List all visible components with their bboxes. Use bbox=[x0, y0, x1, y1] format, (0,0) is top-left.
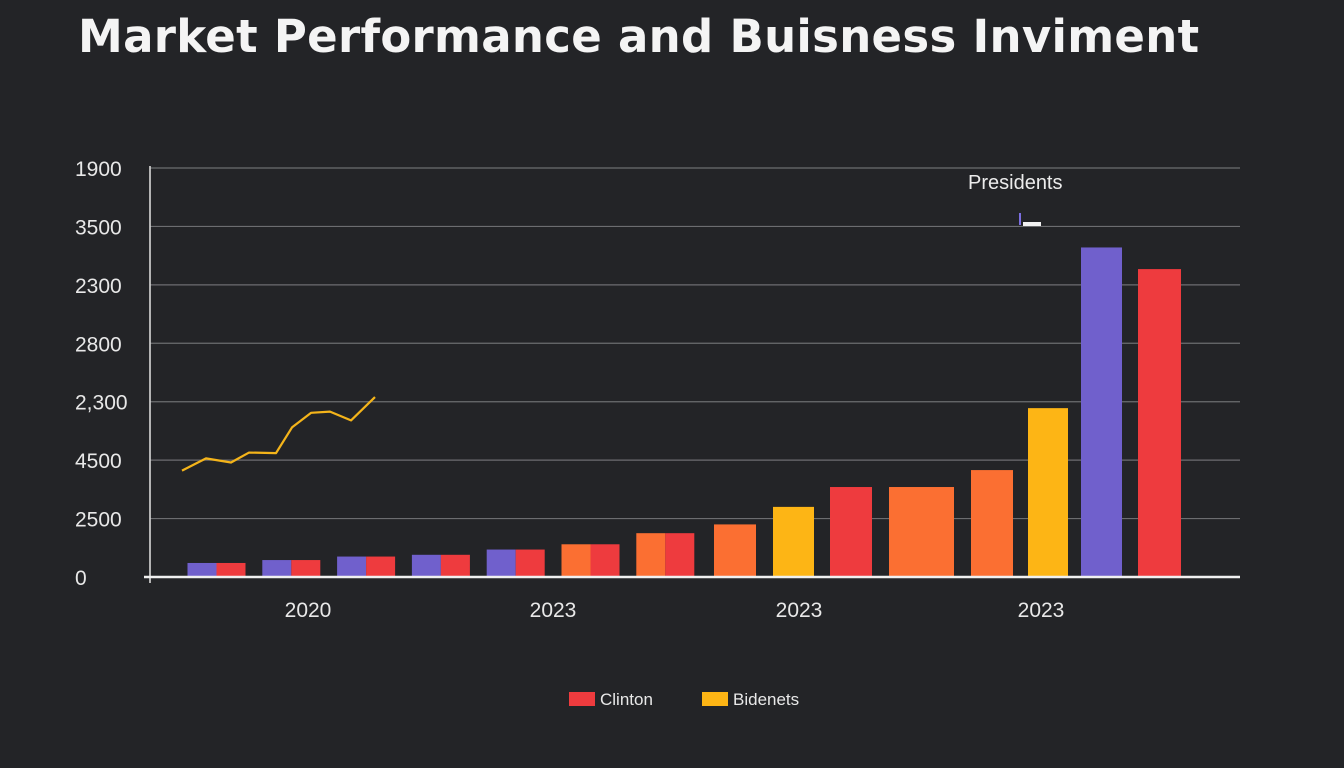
y-tick-label: 2,300 bbox=[75, 392, 128, 415]
bar bbox=[1028, 408, 1068, 577]
x-tick-label: 2023 bbox=[776, 599, 823, 622]
bar bbox=[590, 544, 620, 577]
bar bbox=[1138, 269, 1181, 577]
bar bbox=[291, 560, 321, 577]
x-tick-label: 2020 bbox=[285, 599, 332, 622]
legend-label-clinton: Clinton bbox=[600, 690, 653, 709]
bar bbox=[665, 533, 695, 577]
bar bbox=[714, 524, 756, 577]
bar bbox=[411, 554, 441, 577]
bar bbox=[486, 549, 516, 577]
bar bbox=[889, 487, 954, 577]
y-tick-label: 4500 bbox=[75, 450, 122, 473]
bar bbox=[440, 554, 470, 577]
chart-title: Market Performance and Buisness Inviment bbox=[78, 10, 1200, 63]
bar bbox=[366, 556, 396, 577]
bar bbox=[1081, 247, 1122, 577]
legend-swatch-clinton bbox=[569, 692, 595, 706]
y-tick-label: 3500 bbox=[75, 216, 122, 239]
bar bbox=[971, 470, 1013, 577]
legend-swatch-bidenets bbox=[702, 692, 728, 706]
bar bbox=[515, 549, 545, 577]
y-tick-label: 2500 bbox=[75, 509, 122, 532]
legend-item-bidenets[interactable]: Bidenets bbox=[702, 690, 799, 709]
x-axis-tick-labels: 2020 2023 2023 2023 bbox=[285, 599, 1065, 622]
annotation-label: Presidents bbox=[968, 172, 1063, 194]
bar bbox=[337, 556, 367, 577]
bar bbox=[187, 562, 217, 577]
annotation-marker-dash bbox=[1023, 222, 1041, 226]
bar bbox=[216, 562, 246, 577]
bar bbox=[636, 533, 666, 577]
y-tick-label: 2300 bbox=[75, 275, 122, 298]
legend: Clinton Bidenets bbox=[569, 690, 799, 709]
legend-label-bidenets: Bidenets bbox=[733, 690, 799, 709]
legend-item-clinton[interactable]: Clinton bbox=[569, 690, 653, 709]
x-tick-label: 2023 bbox=[1018, 599, 1065, 622]
bar bbox=[830, 487, 872, 577]
annotation-marker bbox=[1019, 213, 1021, 225]
y-axis-tick-labels: 0 2500 4500 2,300 2800 2300 3500 1900 bbox=[75, 158, 128, 590]
x-tick-label: 2023 bbox=[530, 599, 577, 622]
y-tick-label: 0 bbox=[75, 567, 87, 590]
bar-series bbox=[187, 247, 1181, 577]
bar bbox=[773, 506, 814, 577]
trend-line-series bbox=[181, 396, 376, 472]
y-tick-label: 2800 bbox=[75, 333, 122, 356]
y-tick-label: 1900 bbox=[75, 158, 122, 181]
grid-lines bbox=[150, 167, 1240, 520]
presidents-annotation: Presidents bbox=[968, 172, 1063, 226]
bar bbox=[561, 544, 591, 577]
axes bbox=[144, 166, 1240, 583]
trend-line bbox=[181, 396, 376, 472]
bar bbox=[262, 560, 292, 577]
